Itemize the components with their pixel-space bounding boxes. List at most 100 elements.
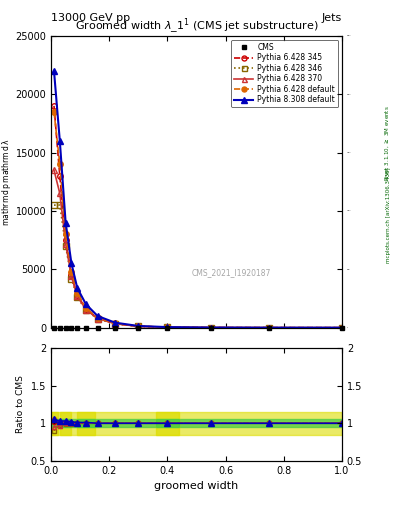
- Pythia 6.428 345: [51, 103, 56, 109]
- Pythia 6.428 346: [57, 202, 62, 208]
- Pythia 6.428 370: [267, 325, 272, 331]
- Pythia 6.428 346: [95, 316, 100, 322]
- Pythia 6.428 346: [209, 325, 213, 331]
- Title: Groomed width $\lambda\_1^1$ (CMS jet substructure): Groomed width $\lambda\_1^1$ (CMS jet su…: [75, 16, 318, 36]
- CMS: [95, 325, 100, 331]
- Pythia 8.308 default: [136, 323, 141, 329]
- Bar: [77, 419, 95, 427]
- CMS: [340, 325, 344, 331]
- Pythia 6.428 346: [75, 294, 80, 301]
- CMS: [57, 325, 62, 331]
- Pythia 8.308 default: [75, 285, 80, 291]
- Bar: [156, 419, 179, 427]
- Bar: [50, 412, 59, 435]
- Pythia 6.428 370: [69, 273, 74, 280]
- Pythia 6.428 346: [340, 325, 344, 331]
- Pythia 6.428 345: [267, 325, 272, 331]
- Pythia 8.308 default: [113, 319, 118, 326]
- Line: Pythia 6.428 default: Pythia 6.428 default: [51, 109, 345, 330]
- Bar: [51, 419, 342, 427]
- Line: Pythia 6.428 345: Pythia 6.428 345: [51, 103, 345, 330]
- Pythia 6.428 346: [69, 275, 74, 282]
- Pythia 6.428 370: [113, 321, 118, 327]
- Pythia 6.428 345: [340, 325, 344, 331]
- Pythia 6.428 370: [84, 307, 88, 313]
- Pythia 8.308 default: [63, 220, 68, 226]
- Pythia 8.308 default: [209, 325, 213, 331]
- Pythia 6.428 345: [75, 292, 80, 298]
- Line: Pythia 6.428 370: Pythia 6.428 370: [51, 167, 345, 330]
- CMS: [69, 325, 74, 331]
- Pythia 6.428 346: [63, 243, 68, 249]
- Pythia 6.428 345: [113, 321, 118, 327]
- Pythia 6.428 346: [165, 324, 170, 330]
- Y-axis label: Ratio to CMS: Ratio to CMS: [16, 375, 25, 434]
- Pythia 6.428 370: [75, 293, 80, 299]
- Pythia 6.428 default: [165, 324, 170, 330]
- Pythia 8.308 default: [84, 301, 88, 307]
- Pythia 6.428 default: [84, 305, 88, 311]
- Pythia 6.428 default: [340, 325, 344, 331]
- CMS: [209, 325, 213, 331]
- Pythia 6.428 default: [136, 323, 141, 329]
- CMS: [165, 325, 170, 331]
- Line: Pythia 6.428 346: Pythia 6.428 346: [51, 202, 345, 330]
- Pythia 6.428 346: [113, 321, 118, 327]
- Bar: [60, 412, 72, 435]
- CMS: [267, 325, 272, 331]
- CMS: [63, 325, 68, 331]
- Pythia 8.308 default: [267, 325, 272, 331]
- Pythia 6.428 345: [95, 315, 100, 322]
- Bar: [50, 419, 59, 427]
- Text: Rivet 3.1.10, $\geq$ 3M events: Rivet 3.1.10, $\geq$ 3M events: [384, 105, 391, 181]
- Pythia 6.428 370: [57, 190, 62, 197]
- Bar: [77, 412, 95, 435]
- Pythia 6.428 346: [267, 325, 272, 331]
- Pythia 8.308 default: [340, 325, 344, 331]
- Pythia 6.428 default: [51, 109, 56, 115]
- Text: Jets: Jets: [321, 13, 342, 23]
- CMS: [136, 325, 141, 331]
- Text: CMS_2021_I1920187: CMS_2021_I1920187: [192, 268, 271, 277]
- Pythia 6.428 370: [136, 323, 141, 329]
- Pythia 6.428 default: [75, 290, 80, 296]
- Pythia 6.428 370: [340, 325, 344, 331]
- CMS: [113, 325, 118, 331]
- Pythia 6.428 default: [57, 161, 62, 167]
- Pythia 6.428 346: [84, 307, 88, 313]
- CMS: [84, 325, 88, 331]
- Pythia 6.428 346: [51, 202, 56, 208]
- Pythia 6.428 default: [267, 325, 272, 331]
- CMS: [75, 325, 80, 331]
- Text: 13000 GeV pp: 13000 GeV pp: [51, 13, 130, 23]
- Pythia 6.428 default: [63, 231, 68, 238]
- CMS: [51, 325, 56, 331]
- Pythia 6.428 default: [95, 315, 100, 321]
- Pythia 6.428 345: [63, 237, 68, 243]
- Pythia 6.428 345: [136, 323, 141, 329]
- Pythia 8.308 default: [51, 68, 56, 74]
- Bar: [156, 412, 179, 435]
- Pythia 8.308 default: [165, 324, 170, 330]
- Pythia 6.428 default: [209, 325, 213, 331]
- Text: mcplots.cern.ch [arXiv:1306.3436]: mcplots.cern.ch [arXiv:1306.3436]: [386, 167, 391, 263]
- Y-axis label: $\mathrm{mathrm\,d}^2N$
$\mathrm{mathrm\,d\,p\,mathrm\,d\,\lambda}$: $\mathrm{mathrm\,d}^2N$ $\mathrm{mathrm\…: [0, 138, 13, 226]
- Pythia 6.428 default: [69, 269, 74, 275]
- Pythia 6.428 346: [136, 323, 141, 329]
- Pythia 6.428 345: [84, 306, 88, 312]
- Bar: [51, 412, 342, 435]
- Bar: [60, 419, 72, 427]
- Pythia 6.428 345: [57, 173, 62, 179]
- Pythia 6.428 345: [209, 325, 213, 331]
- Pythia 6.428 345: [165, 324, 170, 330]
- Pythia 8.308 default: [95, 313, 100, 319]
- Line: Pythia 8.308 default: Pythia 8.308 default: [51, 68, 345, 331]
- Pythia 6.428 default: [113, 321, 118, 327]
- Pythia 8.308 default: [69, 261, 74, 267]
- Line: CMS: CMS: [52, 326, 344, 330]
- Pythia 6.428 370: [63, 241, 68, 247]
- Legend: CMS, Pythia 6.428 345, Pythia 6.428 346, Pythia 6.428 370, Pythia 6.428 default,: CMS, Pythia 6.428 345, Pythia 6.428 346,…: [231, 39, 338, 108]
- Pythia 6.428 345: [69, 272, 74, 278]
- X-axis label: groomed width: groomed width: [154, 481, 239, 491]
- Pythia 6.428 370: [95, 315, 100, 322]
